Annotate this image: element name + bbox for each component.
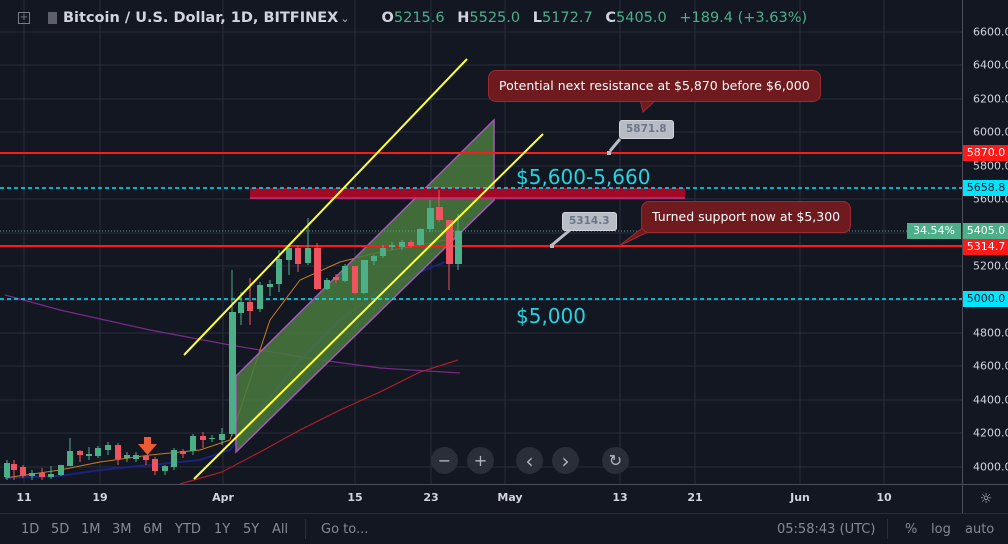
range-1d[interactable]: 1D <box>21 522 40 537</box>
support-callout[interactable]: Turned support now at $5,300 <box>641 201 852 233</box>
resistance-zone <box>250 188 685 198</box>
change-value: +189.4 (+3.63%) <box>679 10 808 26</box>
range-5d[interactable]: 5D <box>51 522 70 537</box>
time-tick: Apr <box>212 491 234 504</box>
last-price-tag: 5405.0 <box>963 223 1008 239</box>
bottom-toolbar: 1D 5D 1M 3M 6M YTD 1Y 5Y All Go to... 05… <box>0 513 1008 544</box>
time-axis[interactable]: 11 19 Apr 15 23 May 13 21 Jun 10 <box>0 484 962 513</box>
zone-label: $5,600-5,660 <box>516 165 651 189</box>
chart-legend: + Bitcoin / U.S. Dollar, 1D, BITFINEX ⌄ … <box>18 10 815 26</box>
chevron-down-icon[interactable]: ⌄ <box>340 11 350 25</box>
range-1y[interactable]: 1Y <box>214 522 231 537</box>
reset-chart-button[interactable]: ↻ <box>602 447 629 474</box>
sell-arrow-marker <box>138 437 157 455</box>
price-tick: 4400.0 <box>973 393 1008 407</box>
range-all[interactable]: All <box>272 522 289 537</box>
price-tick: 6600.0 <box>973 25 1008 39</box>
zone-price-tag: 5658.8 <box>963 180 1008 196</box>
price-tick: 4600.0 <box>973 359 1008 373</box>
range-ytd[interactable]: YTD <box>175 522 201 537</box>
price-axis[interactable]: 6600.0 6400.0 6200.0 6000.0 5800.0 5600.… <box>962 0 1008 484</box>
time-tick: 23 <box>423 491 439 504</box>
zoom-in-button[interactable]: + <box>467 447 494 474</box>
price-tick: 6400.0 <box>973 58 1008 72</box>
range-6m[interactable]: 6M <box>143 522 163 537</box>
range-3m[interactable]: 3M <box>112 522 132 537</box>
time-tick: 11 <box>16 491 32 504</box>
percent-toggle[interactable]: % <box>905 522 918 537</box>
utc-clock[interactable]: 05:58:43 (UTC) <box>777 522 876 537</box>
time-tick: May <box>497 491 523 504</box>
chart-canvas[interactable] <box>0 0 962 484</box>
time-tick: 15 <box>347 491 363 504</box>
range-5y[interactable]: 5Y <box>243 522 260 537</box>
chart-plot-area[interactable]: + Bitcoin / U.S. Dollar, 1D, BITFINEX ⌄ … <box>0 0 962 484</box>
price-label-5314[interactable]: 5314.3 <box>562 212 617 231</box>
time-tick: 21 <box>687 491 703 504</box>
price-tick: 4800.0 <box>973 326 1008 340</box>
resistance-price-tag: 5870.0 <box>963 145 1008 161</box>
gear-icon: ☼ <box>979 491 993 507</box>
price-tick: 4200.0 <box>973 426 1008 440</box>
low-value: 5172.7 <box>541 10 593 26</box>
ma-red <box>179 359 459 484</box>
percent-change-tag: 34.54% <box>907 223 961 239</box>
divider <box>887 519 888 539</box>
open-value: 5215.6 <box>393 10 445 26</box>
chart-settings-button[interactable]: ☼ <box>962 484 1008 513</box>
channel-lower-line[interactable] <box>193 133 544 480</box>
goto-button[interactable]: Go to... <box>321 522 369 537</box>
auto-toggle[interactable]: auto <box>965 522 995 537</box>
scroll-left-button[interactable]: ‹ <box>516 447 543 474</box>
time-tick: 13 <box>612 491 628 504</box>
price-label-5871[interactable]: 5871.8 <box>619 120 674 139</box>
price-tick: 5200.0 <box>973 259 1008 273</box>
symbol-flag-icon <box>48 12 57 24</box>
time-tick: Jun <box>790 491 810 504</box>
price-tick: 6000.0 <box>973 125 1008 139</box>
level-5000-price-tag: 5000.0 <box>963 291 1008 307</box>
symbol-title[interactable]: Bitcoin / U.S. Dollar, 1D, BITFINEX <box>63 10 339 26</box>
time-tick: 10 <box>876 491 892 504</box>
price-tick: 4000.0 <box>973 460 1008 474</box>
time-tick: 19 <box>92 491 108 504</box>
candles <box>4 190 462 480</box>
high-value: 5525.0 <box>469 10 521 26</box>
log-toggle[interactable]: log <box>931 522 951 537</box>
add-symbol-icon[interactable]: + <box>18 12 30 24</box>
close-value: 5405.0 <box>616 10 667 26</box>
resistance-callout[interactable]: Potential next resistance at $5,870 befo… <box>488 70 821 102</box>
price-tick: 6200.0 <box>973 92 1008 106</box>
ohlc-values: O5215.6 H5525.0 L5172.7 C5405.0 +189.4 (… <box>381 10 808 26</box>
scroll-right-button[interactable]: › <box>552 447 579 474</box>
support-price-tag: 5314.7 <box>963 239 1008 255</box>
range-1m[interactable]: 1M <box>81 522 101 537</box>
zoom-out-button[interactable]: − <box>431 447 458 474</box>
price-tick: 5800.0 <box>973 159 1008 173</box>
level-5000-label: $5,000 <box>516 304 586 328</box>
divider <box>305 519 306 539</box>
channel-upper-line[interactable] <box>183 58 468 356</box>
